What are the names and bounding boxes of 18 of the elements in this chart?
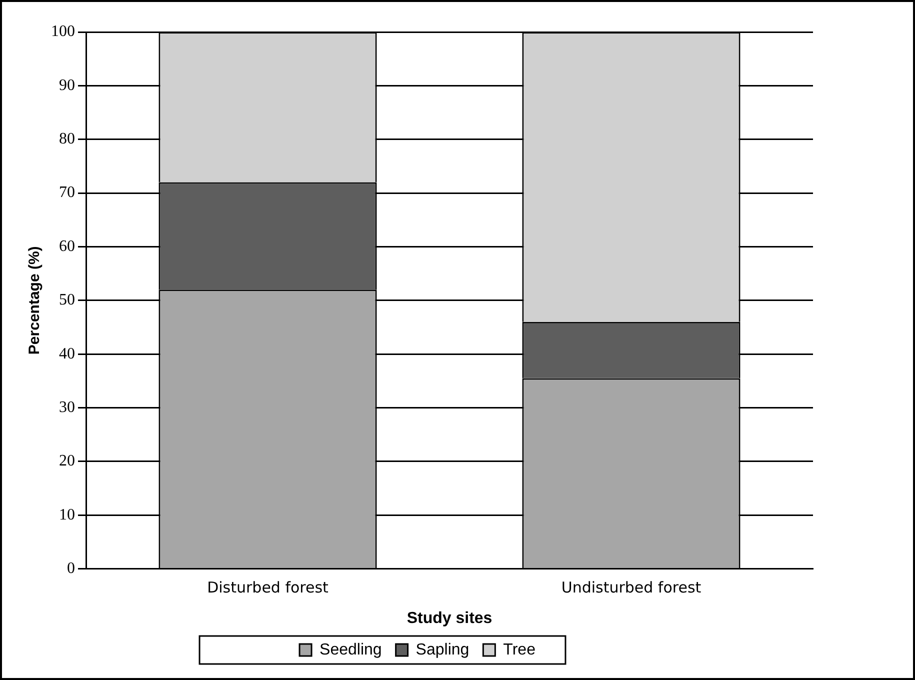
x-axis-title: Study sites	[406, 610, 492, 627]
legend-label: Tree	[503, 641, 536, 658]
y-axis-title: Percentage (%)	[26, 246, 44, 355]
y-tick-label: 60	[59, 238, 75, 255]
y-tick-label: 50	[59, 292, 75, 309]
y-tick-label: 70	[59, 184, 75, 202]
x-tick-label: Undisturbed forest	[561, 578, 702, 597]
y-tick-label: 80	[59, 130, 75, 148]
y-tick-label: 30	[59, 398, 75, 416]
legend-label: Sapling	[416, 641, 470, 658]
x-tick-label: Disturbed forest	[207, 578, 329, 597]
legend-label: Seedling	[320, 641, 382, 658]
y-tick-label: 100	[51, 23, 75, 40]
y-tick-label: 0	[67, 560, 75, 578]
y-tick-label: 90	[59, 76, 75, 94]
y-tick-label: 20	[59, 452, 75, 470]
y-tick-label: 10	[59, 506, 75, 524]
y-tick-label: 40	[59, 345, 75, 362]
